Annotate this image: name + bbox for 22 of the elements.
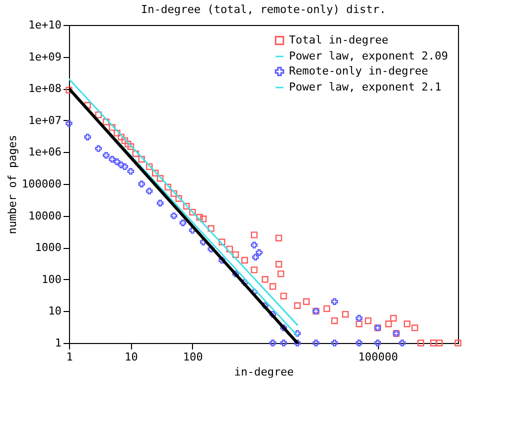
y-tick-label: 1e+09 (28, 50, 62, 64)
x-axis-title: in-degree (234, 366, 294, 378)
y-tick-label: 1e+07 (28, 114, 62, 127)
y-tick-label: 1e+08 (28, 82, 62, 96)
legend-label: Power law, exponent 2.09 (289, 50, 448, 62)
legend-label: Total in-degree (289, 34, 388, 46)
y-tick-label: 100000 (22, 178, 62, 190)
y-tick-label: 1e+10 (28, 18, 62, 32)
x-tick-label: 10 (124, 350, 138, 364)
y-tick-label: 1000 (35, 241, 62, 254)
legend-label: Remote-only in-degree (289, 64, 428, 78)
y-tick-label: 10000 (28, 209, 62, 222)
y-tick-label: 10 (48, 304, 62, 318)
y-tick-label: 100 (42, 272, 62, 286)
legend-label: Power law, exponent 2.1 (289, 80, 442, 94)
x-tick-label: 100000 (358, 350, 398, 364)
x-tick-label: 1 (66, 350, 73, 364)
y-axis-title: number of pages (6, 134, 19, 234)
x-tick-label: 100 (183, 350, 203, 364)
chart-title: In-degree (total, remote-only) distr. (140, 3, 386, 16)
y-tick-label: 1e+06 (28, 146, 62, 159)
y-tick-label: 1 (54, 336, 62, 350)
